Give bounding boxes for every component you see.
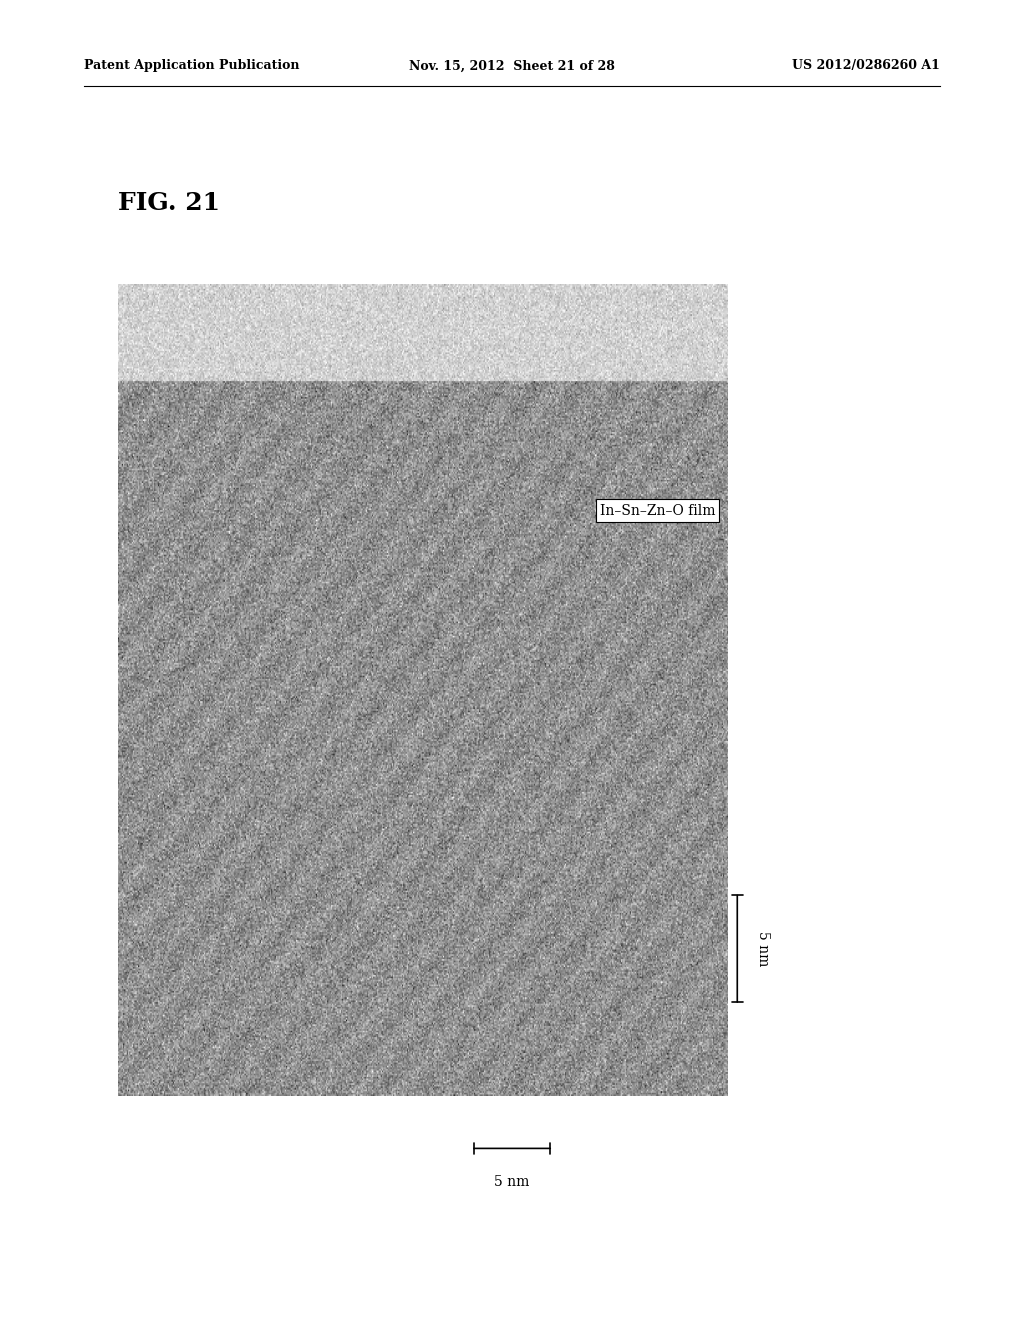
Text: 5 nm: 5 nm [495, 1175, 529, 1189]
Text: 5 nm: 5 nm [756, 931, 770, 966]
Text: FIG. 21: FIG. 21 [118, 191, 220, 215]
Text: Nov. 15, 2012  Sheet 21 of 28: Nov. 15, 2012 Sheet 21 of 28 [409, 59, 615, 73]
Text: US 2012/0286260 A1: US 2012/0286260 A1 [793, 59, 940, 73]
Text: In–Sn–Zn–O film: In–Sn–Zn–O film [600, 504, 715, 517]
Text: Patent Application Publication: Patent Application Publication [84, 59, 299, 73]
